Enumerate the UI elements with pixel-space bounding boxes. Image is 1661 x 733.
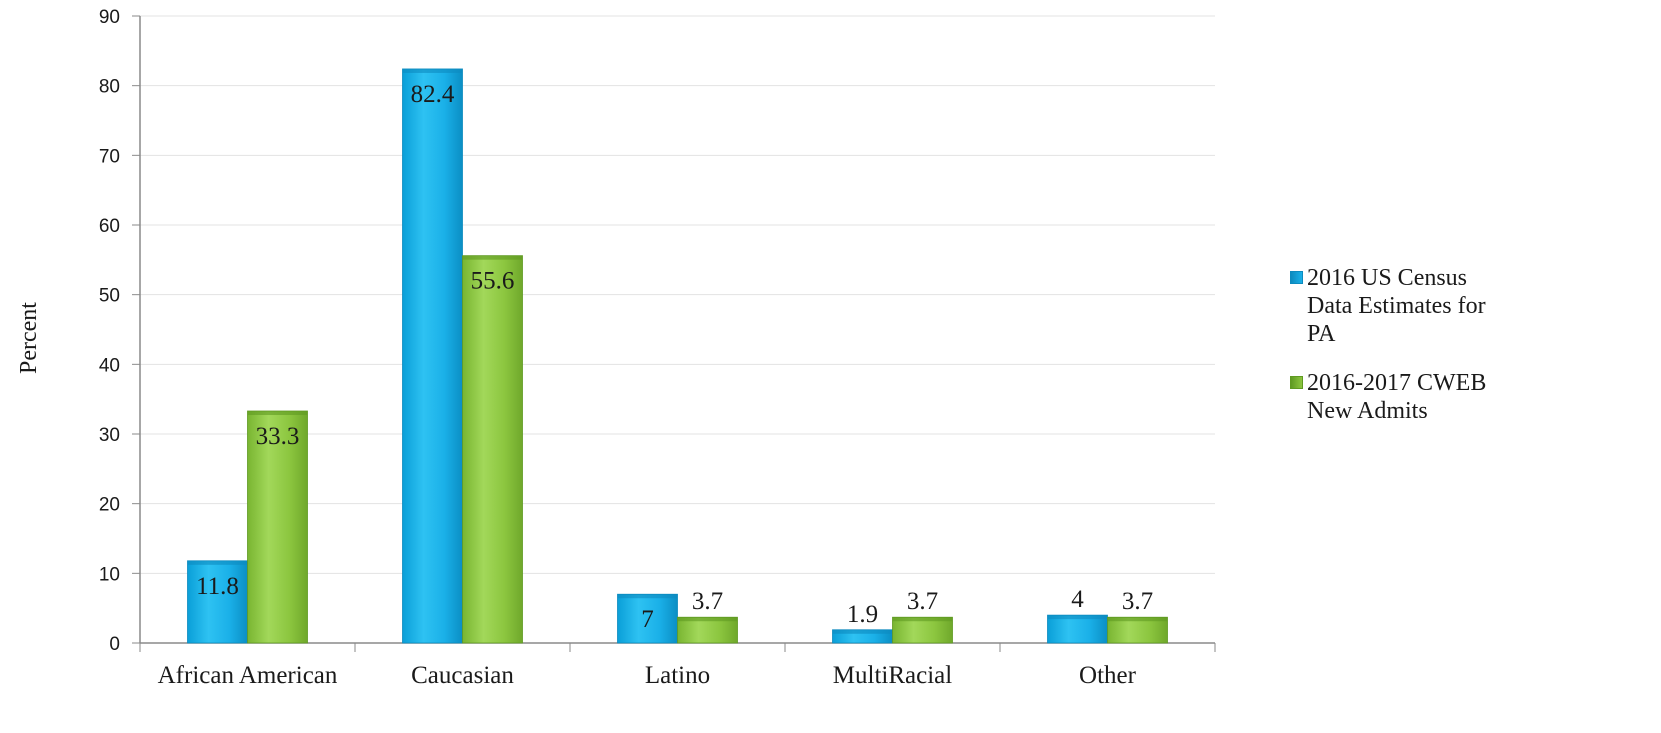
- data-label: 3.7: [692, 588, 723, 615]
- bar-cweb-multiracial: [892, 616, 953, 644]
- tick-labels: 0 10 20 30 40 50 60 70 80 90 African American Cauca…: [99, 7, 1137, 689]
- bar-census-caucasian: [402, 68, 463, 644]
- x-tick-label: MultiRacial: [833, 662, 952, 689]
- y-tick-label: 60: [99, 216, 120, 237]
- y-tick-label: 90: [99, 7, 120, 28]
- y-tick-label: 50: [99, 286, 120, 307]
- legend-swatch: [1290, 271, 1303, 284]
- bar-top-bevel: [892, 617, 953, 622]
- bar-cweb-other: [1107, 616, 1168, 644]
- bar-top-bevel: [402, 68, 463, 73]
- bar-cweb-african-american: [247, 410, 308, 644]
- legend-label: 2016 US Census Data Estimates for PA: [1307, 265, 1486, 347]
- x-tick-label: Latino: [645, 662, 710, 689]
- data-label: 55.6: [471, 268, 515, 295]
- x-tick-label: Caucasian: [411, 662, 514, 689]
- bar-census-other: [1047, 614, 1108, 644]
- data-label: 3.7: [1122, 588, 1153, 615]
- bar-top-bevel: [247, 411, 308, 416]
- x-tick-label: African American: [158, 662, 338, 689]
- bar-cweb-caucasian: [462, 255, 523, 644]
- y-tick-label: 80: [99, 77, 120, 98]
- y-tick-label: 0: [109, 634, 120, 655]
- data-label: 33.3: [256, 423, 300, 450]
- data-label: 7: [641, 606, 654, 633]
- y-axis-title: Percent: [16, 302, 42, 374]
- bar-top-bevel: [1047, 615, 1108, 620]
- bar-top-bevel: [187, 560, 248, 565]
- x-tick-label: Other: [1079, 662, 1137, 689]
- bar-census-latino: [617, 593, 678, 644]
- y-tick-label: 70: [99, 146, 120, 167]
- legend-item-census: 2016 US Census Data Estimates for PA: [1290, 264, 1517, 348]
- bar-top-bevel: [832, 629, 893, 634]
- bar-top-bevel: [677, 617, 738, 622]
- bar-top-bevel: [1107, 617, 1168, 622]
- y-tick-label: 30: [99, 425, 120, 446]
- legend-item-cweb: 2016-2017 CWEB New Admits: [1290, 369, 1517, 425]
- y-tick-label: 40: [99, 355, 120, 376]
- data-label: 11.8: [196, 573, 239, 600]
- data-labels: 11.8 82.4 7 1.9 4 33.3 55.6 3.7 3.7 3.7: [196, 81, 1153, 633]
- y-tick-label: 20: [99, 495, 120, 516]
- legend-label: 2016-2017 CWEB New Admits: [1307, 370, 1487, 424]
- gridlines: [140, 15, 1215, 574]
- bar-cweb-latino: [677, 616, 738, 644]
- bar-top-bevel: [617, 594, 678, 599]
- data-label: 1.9: [847, 601, 878, 628]
- data-label: 82.4: [411, 81, 455, 108]
- bar-top-bevel: [462, 255, 523, 260]
- y-tick-label: 10: [99, 564, 120, 585]
- data-label: 4: [1071, 586, 1084, 613]
- bars: [187, 68, 1168, 644]
- data-label: 3.7: [907, 588, 938, 615]
- legend-swatch: [1290, 376, 1303, 389]
